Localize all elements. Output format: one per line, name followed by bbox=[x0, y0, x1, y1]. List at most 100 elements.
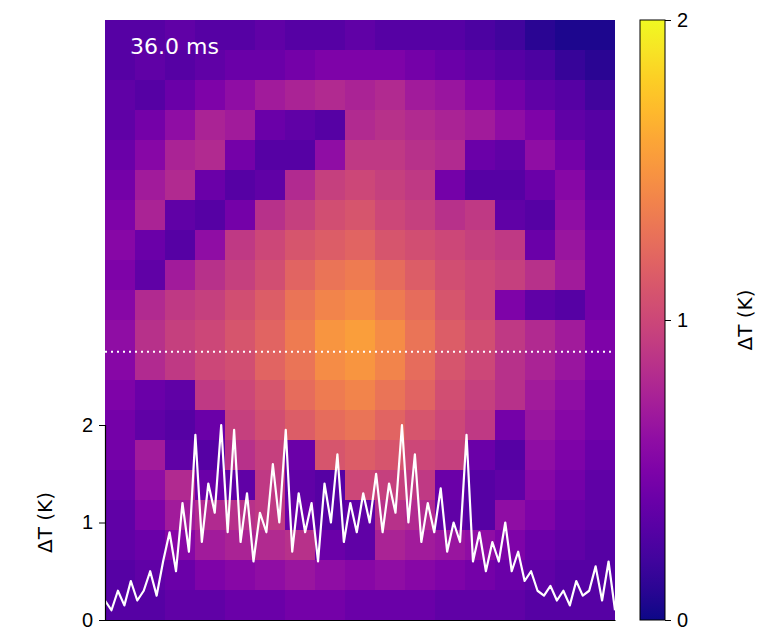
heat-cell bbox=[135, 350, 166, 381]
heat-cell bbox=[555, 380, 586, 411]
heat-cell bbox=[585, 110, 615, 141]
heat-cell bbox=[315, 440, 346, 471]
heat-cell bbox=[315, 50, 346, 81]
heat-cell bbox=[525, 530, 556, 561]
heat-cell bbox=[195, 170, 226, 201]
heat-cell bbox=[285, 560, 316, 591]
heat-cell bbox=[255, 560, 286, 591]
heat-cell bbox=[135, 230, 166, 261]
heat-cell bbox=[405, 170, 436, 201]
heat-cell bbox=[135, 440, 166, 471]
heat-cell bbox=[495, 170, 526, 201]
heat-cell bbox=[345, 200, 376, 231]
heat-cell bbox=[345, 320, 376, 351]
heat-cell bbox=[255, 200, 286, 231]
heat-cell bbox=[345, 140, 376, 171]
heat-cell bbox=[345, 560, 376, 591]
heat-cell bbox=[135, 140, 166, 171]
heat-cell bbox=[315, 80, 346, 111]
heat-cell bbox=[555, 470, 586, 501]
heat-cell bbox=[585, 290, 615, 321]
heat-cell bbox=[285, 110, 316, 141]
heat-cell bbox=[255, 260, 286, 291]
heat-cell bbox=[225, 200, 256, 231]
tick-label: 2 bbox=[82, 414, 93, 436]
heat-cell bbox=[495, 140, 526, 171]
tick-label: 0 bbox=[677, 609, 688, 631]
heat-cell bbox=[435, 380, 466, 411]
heat-cell bbox=[495, 590, 526, 620]
heat-cell bbox=[255, 290, 286, 321]
heat-cell bbox=[135, 380, 166, 411]
heat-cell bbox=[525, 440, 556, 471]
heat-cell bbox=[105, 350, 136, 381]
heat-cell bbox=[435, 260, 466, 291]
heat-cell bbox=[105, 440, 136, 471]
heat-cell bbox=[585, 20, 615, 51]
heat-cell bbox=[135, 80, 166, 111]
heat-cell bbox=[465, 350, 496, 381]
heat-cell bbox=[525, 290, 556, 321]
y-axis-title: ΔT (K) bbox=[33, 492, 57, 553]
heat-cell bbox=[135, 290, 166, 321]
heat-cell bbox=[195, 290, 226, 321]
heat-cell bbox=[555, 410, 586, 441]
heat-cell bbox=[405, 290, 436, 321]
heat-cell bbox=[135, 110, 166, 141]
heat-cell bbox=[285, 590, 316, 620]
tick-mark bbox=[665, 320, 671, 321]
heat-cell bbox=[375, 530, 406, 561]
y-tick: 1 bbox=[82, 511, 105, 533]
chart-root: 36.0 ms012ΔT (K)012ΔT (K) bbox=[0, 0, 770, 641]
heat-cell bbox=[435, 200, 466, 231]
heat-cell bbox=[105, 200, 136, 231]
heat-cell bbox=[585, 260, 615, 291]
heat-cell bbox=[375, 200, 406, 231]
heat-cell bbox=[345, 410, 376, 441]
heat-cell bbox=[225, 410, 256, 441]
heat-cell bbox=[135, 260, 166, 291]
heat-cell bbox=[285, 80, 316, 111]
heat-cell bbox=[405, 470, 436, 501]
heat-cell bbox=[135, 470, 166, 501]
heat-cell bbox=[375, 80, 406, 111]
heat-cell bbox=[105, 290, 136, 321]
heat-cell bbox=[495, 230, 526, 261]
heat-cell bbox=[435, 170, 466, 201]
heat-cell bbox=[405, 110, 436, 141]
heat-cell bbox=[165, 440, 196, 471]
heat-cell bbox=[195, 350, 226, 381]
heat-cell bbox=[435, 560, 466, 591]
heat-cell bbox=[525, 110, 556, 141]
heat-cell bbox=[285, 440, 316, 471]
heat-cell bbox=[225, 170, 256, 201]
heat-cell bbox=[585, 230, 615, 261]
heat-cell bbox=[225, 590, 256, 620]
heat-cell bbox=[405, 380, 436, 411]
heat-cell bbox=[285, 350, 316, 381]
heat-cell bbox=[405, 200, 436, 231]
heat-cell bbox=[225, 140, 256, 171]
heat-cell bbox=[105, 470, 136, 501]
heat-cell bbox=[585, 170, 615, 201]
heat-cell bbox=[195, 530, 226, 561]
heat-cell bbox=[285, 50, 316, 81]
heat-cell bbox=[465, 140, 496, 171]
heat-cell bbox=[525, 140, 556, 171]
heat-cell bbox=[375, 50, 406, 81]
heat-cell bbox=[435, 50, 466, 81]
heat-cell bbox=[195, 560, 226, 591]
heat-cell bbox=[165, 140, 196, 171]
heat-cell bbox=[255, 410, 286, 441]
heat-cell bbox=[165, 290, 196, 321]
axis-line bbox=[99, 426, 106, 621]
heat-cell bbox=[105, 110, 136, 141]
heat-cell bbox=[525, 470, 556, 501]
heat-cell bbox=[345, 50, 376, 81]
heat-cell bbox=[195, 440, 226, 471]
heat-cell bbox=[135, 410, 166, 441]
heat-cell bbox=[255, 20, 286, 51]
heat-cell bbox=[525, 320, 556, 351]
tick-label: 1 bbox=[82, 511, 93, 533]
heat-cell bbox=[375, 140, 406, 171]
